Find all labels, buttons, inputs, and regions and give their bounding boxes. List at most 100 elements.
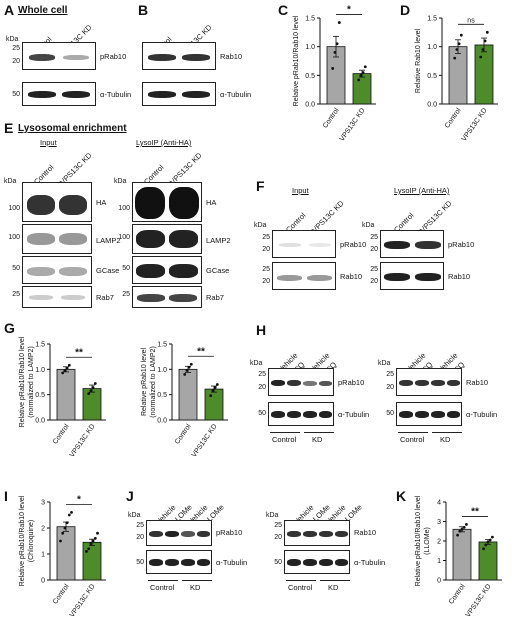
blot-e-ip-lamp2 [132,224,202,254]
sig-label: * [77,494,81,505]
data-point [485,30,489,34]
y-tick-label: 1 [41,552,45,559]
blot-e-ip-ha [132,182,202,222]
category-label: Control [448,583,467,606]
blot-e-input-lamp2 [22,224,92,254]
chart-g2: 0.0 0.5 1.0 1.5 Relative pRab10 level (normal… [141,342,228,459]
kda-marker: 25 [12,291,20,298]
data-point [488,538,492,542]
blot-label: pRab10 [216,528,243,537]
data-point [96,531,99,535]
bar [474,44,494,105]
blot-e-ip-rab7 [132,286,202,308]
data-point [183,373,187,376]
bar [452,528,472,581]
kda-marker: 50 [258,410,266,417]
data-point [337,21,341,24]
blot-a-prab10 [22,42,96,70]
category-label: Control [174,423,193,446]
category-label: Control [52,583,71,606]
y-tick-label: 2 [41,526,45,533]
sig-label: ns [467,17,475,24]
data-point [363,65,367,69]
y-tick-label: 0.5 [427,73,437,80]
y-axis-label: Relative pRab10/Rab10 level [415,495,422,586]
kda-marker: 20 [262,246,270,253]
data-point [457,42,461,46]
y-tick-label: 0 [437,578,441,585]
blot-h-tubulin [268,402,334,426]
y-tick-label: 1 [437,558,441,565]
data-point [91,539,95,543]
group-label: KD [440,435,451,444]
y-axis-label: Relative Rab10 level [415,28,422,93]
data-point [59,539,62,543]
data-point [483,39,487,43]
data-point [211,389,215,393]
group-label: KD [312,435,323,444]
group-label: KD [328,583,339,592]
data-point [61,371,65,375]
bar [82,388,102,421]
blot-label: Rab7 [96,293,114,302]
data-point [491,535,494,539]
blot-label: Rab10 [448,272,471,281]
sig-label: ** [197,346,205,357]
data-point [459,33,463,37]
y-axis-label-sub: (Chloroquine) [28,520,35,562]
data-point [87,392,91,396]
blot-f-ip-prab10 [380,230,444,258]
y-tick-label: 1.0 [305,44,315,51]
kda-label: kDa [250,360,263,367]
y-axis-label-sub: (normalized to LAMP2) [150,346,157,418]
kda-marker: 25 [370,234,378,241]
data-point [357,78,361,82]
blot-label: GCase [96,266,120,275]
y-tick-label: 0 [41,578,45,585]
panel-letter-k: K [396,488,407,504]
kda-label: kDa [114,178,127,185]
y-tick-label: 0.5 [35,392,45,399]
bar [352,73,372,105]
kda-marker: 50 [386,410,394,417]
blot-label: pRab10 [340,240,367,249]
kda-marker: 20 [370,278,378,285]
data-point [331,67,335,70]
blot-label: α-Tubulin [354,558,386,567]
blot-label: HA [96,198,107,207]
panel-letter-j: J [126,488,134,504]
data-point [87,547,91,551]
y-tick-label: 4 [437,500,441,507]
data-point [61,531,65,535]
data-point [89,389,93,393]
data-point [67,513,71,517]
data-point [187,365,191,369]
kda-label: kDa [128,512,141,519]
data-point [209,394,213,398]
kda-marker: 20 [12,58,20,65]
y-tick-label: 0.0 [35,418,45,425]
blot-label: pRab10 [100,52,127,61]
category-label: VPS13C KD [69,423,97,459]
y-axis-label: Relative pRab10/Rab10 level [19,336,26,427]
y-tick-label: 1.0 [157,367,167,374]
data-point [213,386,217,389]
blot-label: α-Tubulin [338,410,370,419]
blot-e-input-ha [22,182,92,222]
kda-label: kDa [254,222,267,229]
data-point [458,529,462,533]
blot-label: α-Tubulin [216,558,248,567]
kda-marker: 25 [258,371,266,378]
kda-marker: 20 [274,534,282,541]
data-point [65,366,69,370]
y-axis-label: Relative pRab10 level [141,348,148,417]
blot-label: Rab7 [206,293,224,302]
blot-j-tubulin [146,550,212,574]
panel-letter-a: A [4,2,15,18]
y-tick-label: 0.5 [305,73,315,80]
category-label: VPS13C KD [339,107,367,143]
kda-label: kDa [4,178,17,185]
kda-marker: 25 [386,371,394,378]
data-point [359,73,363,77]
y-tick-label: 2 [437,539,441,546]
